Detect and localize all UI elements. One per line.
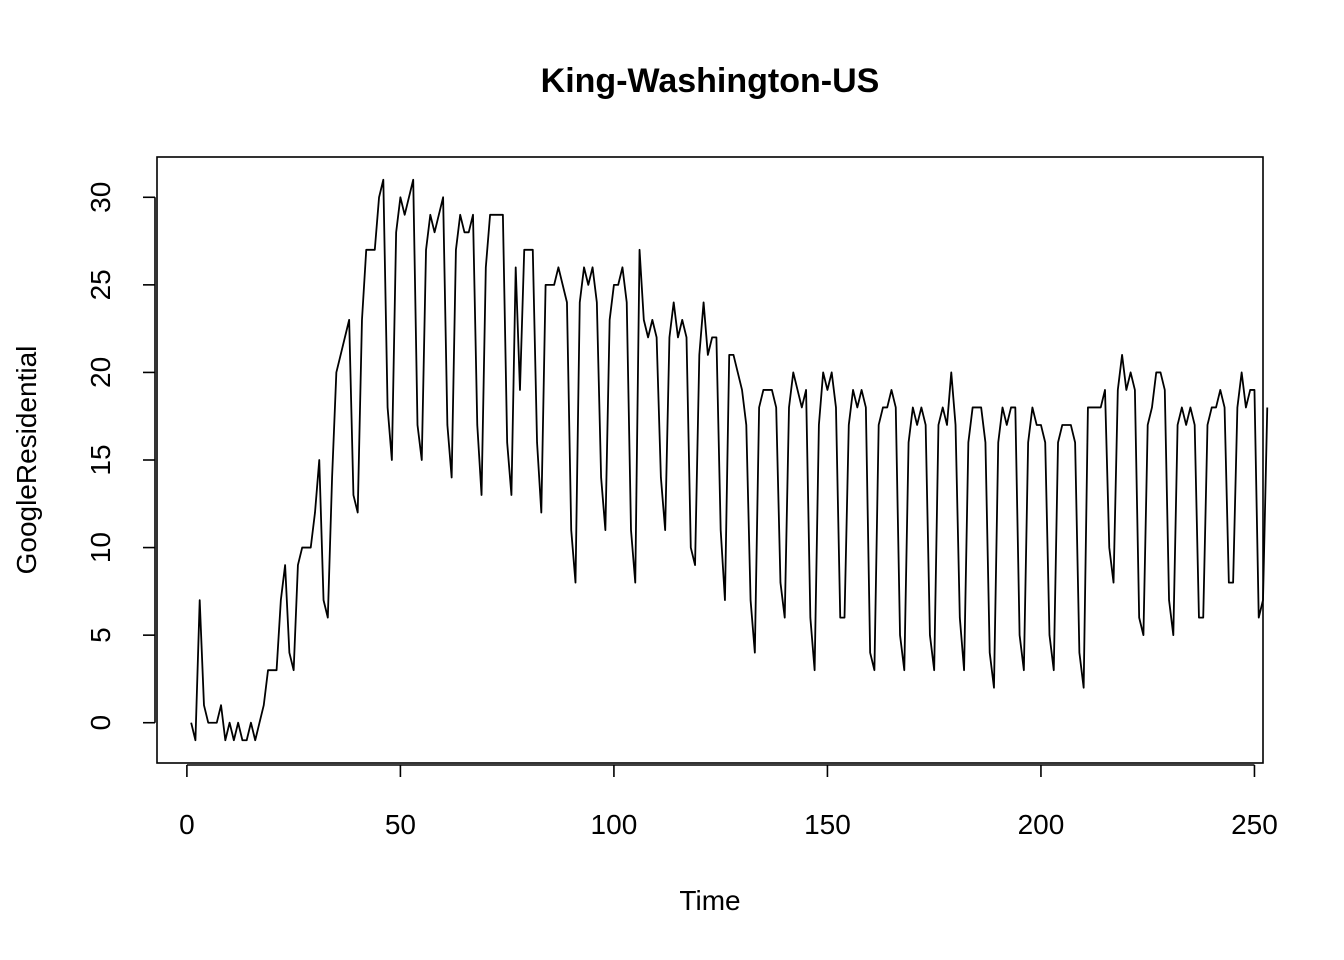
y-tick-label-0: 0	[85, 715, 116, 731]
x-tick-label-1: 50	[385, 809, 416, 840]
x-tick-label-5: 250	[1231, 809, 1278, 840]
y-tick-label-4: 20	[85, 357, 116, 388]
x-tick-label-0: 0	[179, 809, 195, 840]
x-tick-label-4: 200	[1018, 809, 1065, 840]
y-tick-label-2: 10	[85, 532, 116, 563]
y-axis-label: GoogleResidential	[11, 346, 42, 575]
y-axis: 0 5 10 15 20 25 30	[85, 182, 156, 731]
x-tick-label-2: 100	[591, 809, 638, 840]
y-tick-label-1: 5	[85, 627, 116, 643]
x-axis: 0 50 100 150 200 250	[179, 764, 1278, 840]
y-tick-label-3: 15	[85, 444, 116, 475]
x-axis-label: Time	[679, 885, 740, 916]
series-line-google-residential	[190, 178, 1269, 742]
plot-frame	[156, 156, 1264, 764]
chart-title: King-Washington-US	[541, 62, 880, 100]
x-tick-label-3: 150	[804, 809, 851, 840]
y-tick-label-5: 25	[85, 269, 116, 300]
y-tick-label-6: 30	[85, 182, 116, 213]
